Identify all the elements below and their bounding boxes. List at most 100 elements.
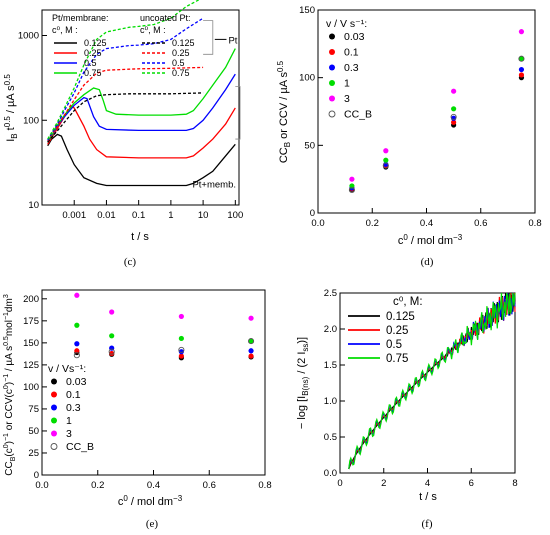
panel-d-legend-label: 3 [344, 93, 350, 105]
panel-c-ytick-label: 100 [23, 115, 39, 126]
panel-d-point [383, 157, 389, 163]
panel-e-ytick-label: 200 [23, 294, 39, 305]
panel-c-ytick-label: 1000 [18, 31, 39, 42]
panel-f-legend-label: 0.75 [386, 353, 408, 365]
panel-d-legend-label: 0.1 [344, 47, 359, 59]
panel-f-ytick-label: 0.0 [324, 468, 337, 479]
panel-f-series-line [348, 292, 516, 470]
panel-c-xtick-label: 1 [168, 210, 173, 221]
panel-c-legend-label: 0.125 [84, 38, 107, 48]
panel-f-xtick-label: 0 [337, 478, 342, 489]
panel-c-xtick-label: 0.001 [62, 210, 86, 221]
panel-e-legend-marker [50, 443, 58, 450]
panel-e-ytick-label: 50 [28, 426, 39, 437]
panel-e-legend-marker [51, 378, 57, 385]
panel-d-legend-marker [329, 95, 335, 102]
panel-d-xtick-label: 0.4 [420, 218, 433, 229]
panel-e-point [109, 309, 115, 315]
panel-c-series-line [47, 66, 204, 142]
panel-e-ytick-label: 75 [28, 404, 39, 415]
panel-d-point [349, 176, 355, 182]
panel-e-legend-title: v / Vs⁻¹: [48, 363, 86, 375]
panel-c-legend-conc-2: c⁰, M : [140, 25, 166, 35]
panel-e-point [178, 349, 184, 355]
panel-c-legend-label: 0.75 [84, 68, 102, 78]
panel-c-series-line [47, 0, 200, 140]
panel-e-ytick-label: 150 [23, 338, 39, 349]
panel-c-xtick-label: 0.01 [97, 210, 116, 221]
panel-f-xtick-label: 4 [425, 478, 430, 489]
panel-e-point [109, 333, 115, 339]
panel-d-point [349, 183, 355, 189]
panel-e-tag: (e) [146, 518, 159, 530]
panel-d-point [450, 113, 457, 120]
panel-d-point [518, 55, 525, 62]
panel-f-legend-label: 0.125 [386, 311, 415, 323]
panel-c-tag: (c) [124, 256, 137, 268]
panel-c-xlabel: t / s [131, 231, 149, 243]
panel-e-point [248, 315, 254, 321]
panel-d-ytick-label: 50 [304, 140, 315, 151]
panel-d-ylabel: CCB or CCV / µA s0.5 [276, 60, 292, 163]
panel-d-point [518, 29, 525, 35]
panel-e-point [248, 353, 254, 359]
panel-f-series-line [348, 292, 516, 470]
panel-e-xtick-label: 0.2 [91, 480, 104, 491]
panel-d-xtick-label: 0.6 [474, 218, 487, 229]
panel-f-ytick-label: 2.5 [324, 288, 337, 299]
panel-d-legend-label: CC_B [344, 109, 372, 121]
panel-d-ytick-label: 150 [299, 5, 315, 16]
panel-e: 0.0 0.2 0.4 0.6 0.8 0 25 50 75 100 125 150 175 200 v … [3, 289, 272, 530]
panel-e-xtick-label: 0.6 [203, 480, 216, 491]
panel-e-ytick-label: 0 [34, 470, 39, 481]
panel-d-point [451, 106, 457, 112]
panel-d-legend-marker [329, 64, 335, 71]
panel-d-legend-label: 0.3 [344, 62, 359, 74]
panel-d-ytick-label: 0 [310, 208, 315, 219]
panel-d-legend-title: v / V s⁻¹: [326, 18, 367, 30]
panel-c-xtick-label: 10 [198, 210, 209, 221]
panel-c-legend-label: 0.25 [172, 48, 190, 58]
panel-d-tag: (d) [421, 256, 434, 268]
panel-c-legend-label: 0.5 [172, 58, 185, 68]
panel-e-legend-label: CC_B [66, 441, 94, 453]
panel-c-legend-title-1: Pt/membrane: [52, 13, 109, 23]
panel-d-legend-label: 0.03 [344, 31, 365, 43]
panel-c-legend-title-2: uncoated Pt: [140, 13, 191, 23]
panel-e-point [74, 348, 80, 354]
panel-d-point [451, 88, 457, 94]
panel-f-xtick-label: 8 [512, 478, 517, 489]
panel-e-point [248, 348, 254, 354]
panel-e-xtick-label: 0.4 [147, 480, 160, 491]
panel-f-ytick-label: 1.0 [324, 396, 337, 407]
panel-e-point [178, 346, 185, 353]
panel-e-xtick-label: 0.0 [35, 480, 48, 491]
panel-e-point [248, 338, 254, 344]
panel-c-pt-bracket [203, 20, 214, 55]
panel-d-point [518, 66, 525, 73]
panel-e-point [74, 292, 80, 298]
panel-d-xtick-label: 0.8 [528, 218, 541, 229]
panel-e-legend-marker [51, 391, 57, 398]
panel-e-legend-marker [51, 430, 57, 437]
panel-d-legend-marker [328, 110, 336, 118]
panel-e-point [178, 313, 184, 320]
panel-e-point [248, 338, 255, 345]
panel-c-legend-label: 0.5 [84, 58, 97, 68]
panel-f-xtick-label: 2 [381, 478, 386, 489]
panel-d-point [518, 56, 525, 62]
panel-c-plot-frame [41, 9, 240, 206]
panel-e-legend-label: 0.03 [66, 376, 87, 388]
panel-e-xlabel: c0 / mol dm−3 [118, 494, 183, 508]
panel-f-tag: (f) [422, 518, 433, 530]
panel-f: 0 2 4 6 8 0.0 0.5 1.0 1.5 2.0 2.5 c⁰, M: 0.125 0.25 0… [296, 288, 518, 530]
panel-d-point [518, 72, 525, 78]
panel-d-xtick-label: 0.2 [366, 218, 379, 229]
panel-d-legend-marker [329, 49, 335, 55]
panel-e-ylabel: CCB(c0)−1 or CCV(c0)−1 / µA s0.5mol−1dm3 [3, 294, 17, 476]
panel-c: Pt Pt+memb. 0.001 0.01 0.1 1 10 100 10 100 1000 P… [3, 0, 243, 268]
panel-d-point [383, 148, 389, 154]
panel-c-xtick-label: 0.1 [132, 210, 145, 221]
panel-f-legend-title: c⁰, M: [393, 296, 423, 308]
